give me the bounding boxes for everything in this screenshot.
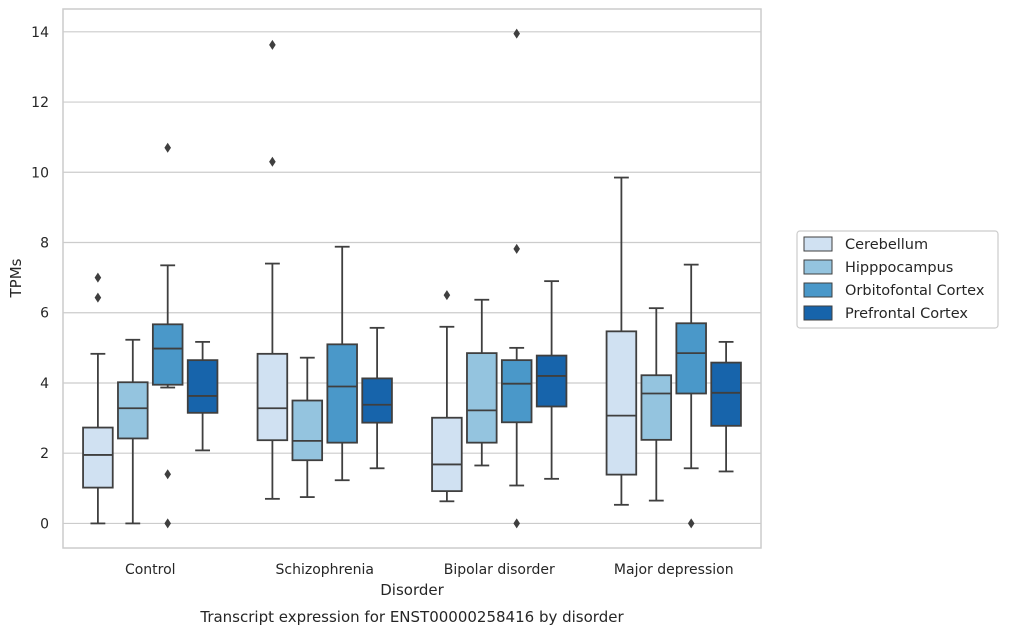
outlier-point	[269, 39, 276, 50]
box-plot	[710, 340, 742, 473]
x-tick-label: Major depression	[614, 562, 734, 578]
box	[535, 354, 568, 408]
box	[500, 359, 533, 424]
y-tick-label: 14	[31, 25, 49, 41]
outlier-point	[443, 290, 451, 301]
legend-label: Hipppocampus	[845, 260, 953, 276]
box	[640, 374, 673, 441]
box-plot	[500, 28, 533, 529]
legend-frame	[796, 230, 999, 329]
outlier-point	[513, 28, 520, 39]
y-tick-label: 0	[40, 516, 49, 532]
box	[151, 323, 184, 386]
y-tick-label: 4	[40, 376, 49, 392]
legend-label: Orbitofontal Cortex	[845, 283, 985, 299]
box	[326, 343, 358, 444]
legend: Cerebellum Hipppocampus Orbitofontal Corte…	[796, 230, 999, 329]
outlier-point	[513, 518, 520, 529]
outlier-point	[687, 518, 695, 529]
legend-swatch	[803, 259, 833, 275]
x-tick-label: Schizophrenia	[276, 562, 374, 578]
box	[431, 416, 463, 493]
outlier-point	[94, 272, 102, 283]
box	[710, 361, 742, 427]
box-plot	[431, 290, 463, 503]
box	[466, 352, 498, 444]
legend-label: Prefrontal Cortex	[845, 306, 968, 322]
legend-swatch	[803, 305, 833, 321]
legend-swatch	[803, 236, 833, 252]
y-tick-label: 2	[40, 446, 49, 462]
y-tick-label: 10	[31, 165, 49, 181]
box	[186, 359, 219, 414]
box-plot	[535, 280, 568, 480]
y-tick-label: 12	[31, 95, 49, 111]
x-tick-labels: Control Schizophrenia Bipolar disorder Majo…	[125, 562, 734, 578]
box	[675, 322, 707, 395]
box-plot	[640, 307, 673, 502]
box-plot	[256, 39, 289, 500]
box-plot	[675, 263, 707, 529]
y-tick-labels: 0 2 4 6 8 10 12 14	[31, 25, 49, 533]
box-plot	[82, 272, 114, 525]
y-tick-label: 8	[40, 236, 49, 252]
box-plot	[605, 176, 638, 506]
box	[117, 381, 149, 440]
x-tick-label: Bipolar disorder	[444, 562, 555, 578]
legend-label: Cerebellum	[845, 237, 928, 253]
x-tick-label: Control	[125, 562, 176, 578]
outlier-point	[164, 518, 171, 529]
box	[256, 352, 289, 442]
x-axis-label: Disorder	[380, 581, 444, 599]
legend-swatch	[803, 282, 833, 298]
plot-frame	[62, 8, 762, 549]
y-tick-label: 6	[40, 306, 49, 322]
y-axis-label: TPMs	[7, 258, 25, 298]
box	[361, 377, 393, 424]
box-plot	[466, 298, 498, 467]
chart-caption: Transcript expression for ENST0000025841…	[199, 608, 624, 626]
box-plot	[326, 245, 358, 482]
box-plots	[82, 28, 742, 529]
box-plot	[186, 340, 219, 452]
box-plot	[291, 356, 324, 498]
box	[605, 330, 638, 476]
box	[82, 426, 114, 489]
outlier-point	[94, 292, 102, 303]
outlier-point	[164, 469, 171, 480]
outlier-point	[513, 243, 520, 254]
outlier-point	[164, 142, 171, 153]
box-plot	[361, 326, 393, 470]
box	[291, 399, 324, 462]
box-plot	[117, 338, 149, 525]
outlier-point	[269, 156, 276, 167]
box-plot	[151, 142, 184, 529]
